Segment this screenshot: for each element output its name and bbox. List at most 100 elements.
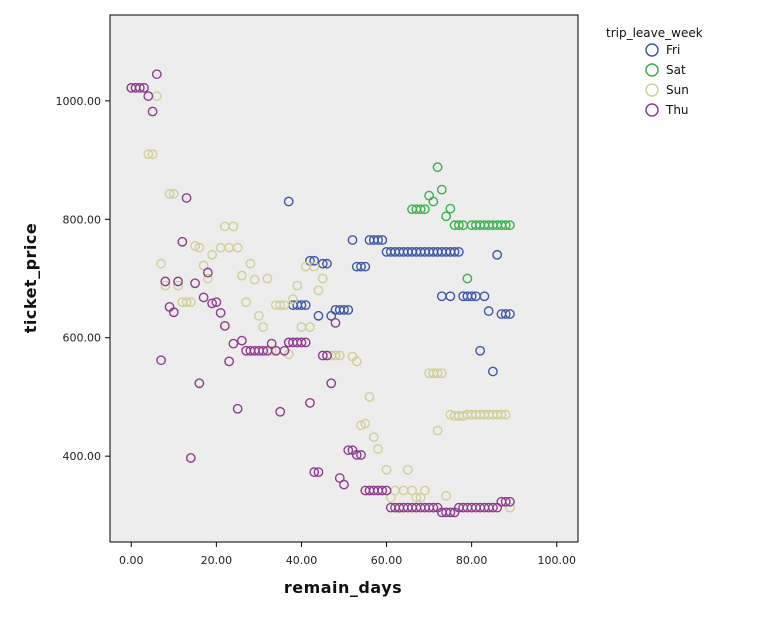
point-thu [356, 450, 366, 460]
point-thu [317, 350, 328, 361]
point-sun [194, 242, 205, 253]
point-thu [219, 320, 230, 331]
point-fri [377, 235, 388, 245]
point-sun [373, 444, 383, 454]
x-tick-label: 20.00 [201, 554, 233, 567]
point-sat [415, 204, 426, 215]
point-sun [441, 490, 452, 501]
point-thu [147, 106, 158, 117]
point-sun [407, 485, 417, 496]
point-sat [428, 196, 439, 207]
point-thu [207, 298, 218, 309]
point-sun [360, 418, 371, 429]
point-thu [305, 397, 315, 408]
y-axis-title: ticket_price [21, 223, 40, 334]
point-sun [368, 432, 379, 443]
point-thu [500, 496, 511, 507]
series-sat [407, 162, 515, 284]
point-sun [228, 221, 239, 232]
x-tick-label: 0.00 [119, 554, 144, 567]
point-fri [347, 235, 358, 245]
y-tick-label: 600.00 [63, 332, 102, 345]
point-thu [351, 450, 362, 460]
point-sun [275, 300, 286, 311]
point-sun [164, 188, 175, 199]
point-thu [168, 307, 179, 318]
legend-marker-sat [645, 63, 659, 77]
point-sun [168, 188, 179, 199]
x-tick-label: 80.00 [456, 554, 488, 567]
point-thu [275, 406, 286, 417]
point-thu [190, 278, 200, 289]
point-sat [453, 220, 464, 231]
point-fri [356, 261, 366, 272]
point-sun [305, 322, 315, 332]
point-thu [236, 335, 247, 346]
legend-marker-thu [645, 103, 659, 117]
point-thu [296, 337, 307, 348]
y-tick-label: 400.00 [63, 450, 102, 463]
point-thu [258, 345, 269, 356]
point-fri [483, 306, 494, 316]
point-thu [143, 91, 154, 102]
point-sun [236, 270, 247, 281]
point-sun [254, 310, 264, 321]
point-thu [181, 193, 192, 203]
point-thu [139, 82, 149, 93]
data-points [126, 69, 515, 518]
series-fri [283, 196, 515, 377]
legend: trip_leave_week Fri Sat Sun Thu [606, 26, 703, 117]
point-sun [288, 294, 298, 305]
legend-label-thu: Thu [665, 103, 689, 117]
point-sun [402, 464, 413, 475]
point-thu [330, 318, 341, 328]
point-fri [488, 366, 498, 377]
point-fri [322, 258, 332, 269]
point-thu [322, 350, 332, 361]
point-fri [300, 300, 311, 311]
point-thu [173, 276, 183, 287]
point-thu [156, 355, 166, 366]
point-thu [266, 338, 277, 349]
point-fri [373, 235, 383, 245]
point-sun [207, 249, 218, 260]
point-sat [441, 211, 452, 222]
point-sat [445, 203, 456, 214]
point-fri [453, 246, 464, 257]
point-sun [262, 273, 273, 284]
point-fri [309, 255, 320, 266]
point-thu [185, 453, 196, 463]
point-fri [343, 304, 354, 315]
point-sun [249, 274, 260, 285]
series-sun [143, 91, 515, 514]
point-thu [228, 338, 239, 349]
point-sat [462, 273, 473, 284]
point-fri [296, 300, 307, 311]
point-thu [339, 479, 349, 490]
legend-marker-fri [645, 43, 659, 57]
point-sat [432, 162, 443, 173]
point-sun [500, 409, 511, 420]
point-sun [381, 464, 392, 475]
point-sun [415, 492, 426, 503]
point-fri [505, 309, 515, 319]
point-thu [224, 356, 235, 367]
point-sun [292, 280, 303, 291]
legend-label-sun: Sun [666, 83, 689, 97]
point-sun [181, 297, 192, 308]
point-fri [360, 261, 371, 272]
point-fri [500, 309, 511, 319]
point-sun [202, 273, 213, 284]
x-axis-title: remain_days [284, 578, 402, 597]
point-sun [173, 280, 183, 291]
point-fri [339, 304, 349, 315]
y-tick-label: 800.00 [63, 213, 102, 226]
point-sun [436, 368, 447, 379]
series-thu [126, 69, 515, 518]
point-sun [198, 260, 209, 271]
point-sun [317, 273, 328, 284]
point-sun [432, 425, 443, 436]
point-sun [245, 258, 256, 269]
point-fri [317, 258, 328, 269]
x-axis-ticks: 0.00 20.00 40.00 60.00 80.00 100.00 [119, 542, 576, 567]
